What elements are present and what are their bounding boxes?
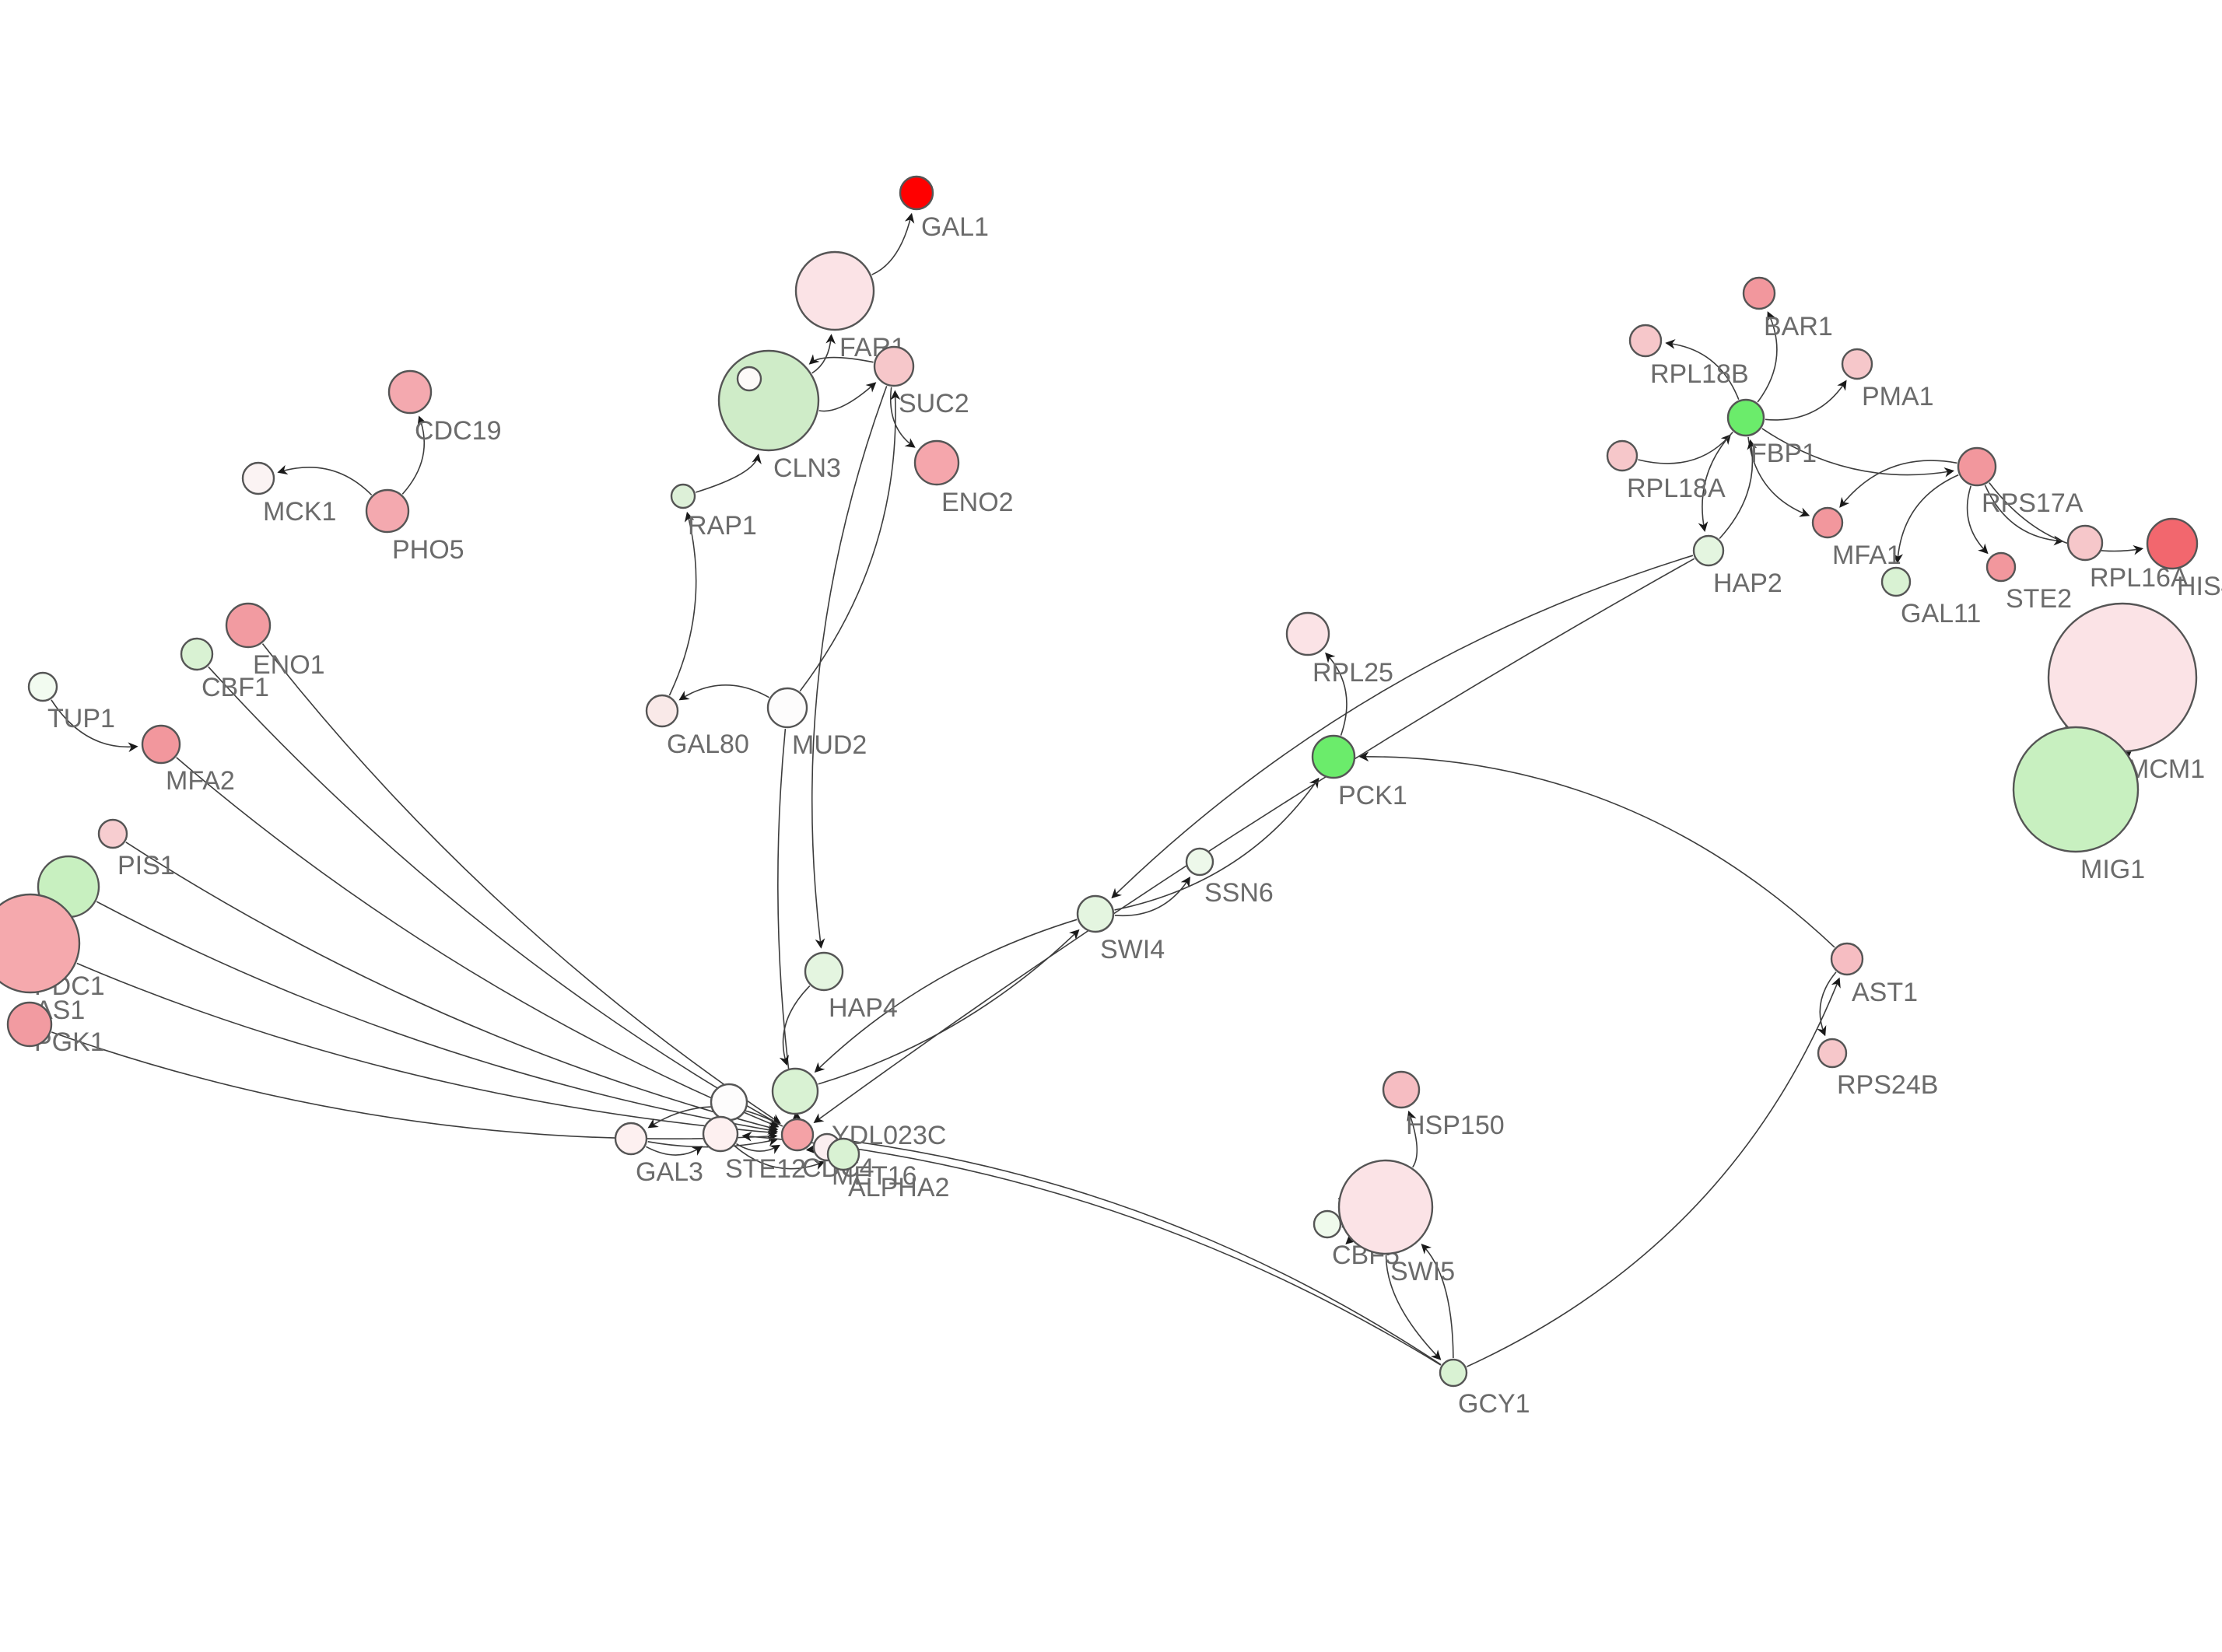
svg-text:MFA2: MFA2 bbox=[166, 766, 235, 796]
svg-text:HSP150: HSP150 bbox=[1406, 1111, 1505, 1140]
svg-text:RPL25: RPL25 bbox=[1313, 658, 1393, 688]
svg-text:STE2: STE2 bbox=[2006, 584, 2072, 614]
svg-text:PCK1: PCK1 bbox=[1338, 781, 1407, 810]
svg-text:STE12: STE12 bbox=[725, 1154, 806, 1184]
svg-text:SSN6: SSN6 bbox=[1204, 878, 1274, 908]
svg-text:GAL11: GAL11 bbox=[1901, 599, 1981, 628]
svg-text:FBP1: FBP1 bbox=[1751, 439, 1817, 468]
svg-text:HAP4: HAP4 bbox=[829, 993, 898, 1023]
svg-text:MUD2: MUD2 bbox=[792, 730, 867, 760]
svg-text:GAL80: GAL80 bbox=[667, 730, 749, 759]
svg-text:MIG1: MIG1 bbox=[2080, 855, 2145, 884]
svg-text:MCM1: MCM1 bbox=[2127, 754, 2205, 784]
svg-text:BAR1: BAR1 bbox=[1764, 312, 1833, 341]
svg-text:SWI4: SWI4 bbox=[1100, 935, 1165, 964]
svg-text:RPS17A: RPS17A bbox=[1982, 488, 2084, 518]
svg-text:SUC2: SUC2 bbox=[899, 389, 969, 418]
svg-text:CBF1: CBF1 bbox=[202, 673, 269, 702]
svg-text:HAP2: HAP2 bbox=[1713, 569, 1782, 598]
svg-text:RPL18B: RPL18B bbox=[1650, 359, 1749, 389]
svg-text:RPS24B: RPS24B bbox=[1837, 1070, 1938, 1100]
svg-text:CLN3: CLN3 bbox=[773, 453, 841, 483]
svg-text:MFA1: MFA1 bbox=[1832, 541, 1901, 570]
svg-text:GAL3: GAL3 bbox=[636, 1157, 703, 1187]
svg-text:SWI5: SWI5 bbox=[1390, 1257, 1455, 1286]
svg-text:RPL18A: RPL18A bbox=[1627, 474, 1726, 503]
svg-text:PHO5: PHO5 bbox=[392, 535, 464, 565]
svg-text:AST1: AST1 bbox=[1852, 978, 1918, 1007]
svg-text:GAL1: GAL1 bbox=[921, 212, 989, 242]
svg-text:PMA1: PMA1 bbox=[1862, 382, 1934, 411]
svg-text:CDC19: CDC19 bbox=[415, 416, 501, 446]
svg-text:PIS1: PIS1 bbox=[117, 851, 175, 880]
svg-text:ALPHA2: ALPHA2 bbox=[848, 1173, 949, 1202]
svg-text:ENO2: ENO2 bbox=[941, 488, 1014, 517]
svg-text:GCY1: GCY1 bbox=[1458, 1389, 1530, 1419]
svg-text:RAP1: RAP1 bbox=[688, 511, 757, 541]
svg-text:HIS4: HIS4 bbox=[2177, 572, 2222, 601]
svg-text:TUP1: TUP1 bbox=[47, 704, 115, 733]
svg-text:MCK1: MCK1 bbox=[263, 497, 336, 527]
